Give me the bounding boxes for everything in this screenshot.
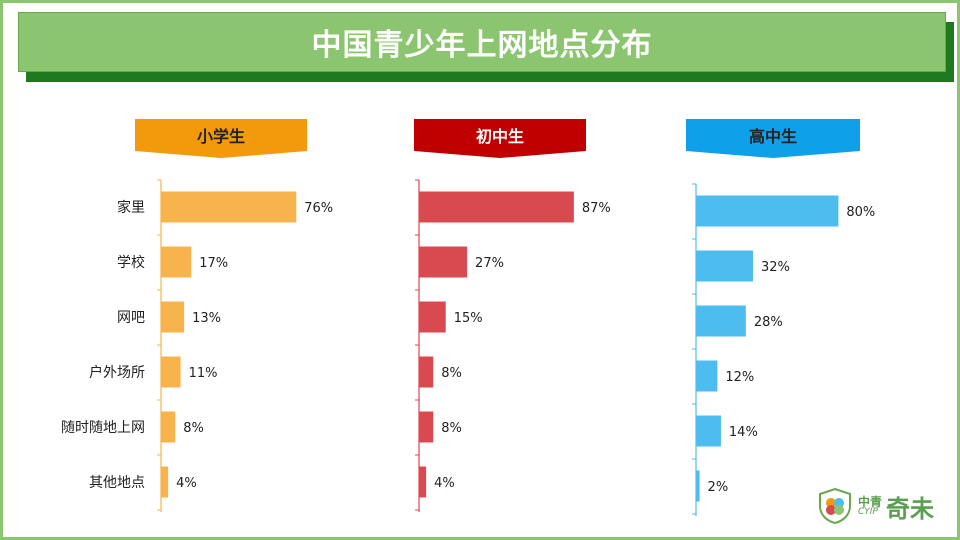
data-label: 4% [434, 476, 455, 491]
data-label: 76% [304, 201, 333, 216]
data-label: 87% [582, 201, 611, 216]
category-label: 其他地点 [89, 475, 145, 491]
category-label: 户外场所 [89, 364, 145, 381]
bar [696, 195, 839, 227]
bar [696, 470, 700, 502]
banner-primary-school-shape [135, 119, 307, 158]
banner-junior-high-label: 初中生 [475, 127, 524, 146]
bar [419, 356, 434, 388]
banner-junior-high-shape [414, 119, 586, 158]
data-label: 80% [846, 205, 875, 220]
bar [161, 246, 192, 278]
bar [161, 191, 297, 223]
data-label: 11% [189, 366, 218, 381]
data-label: 17% [199, 256, 228, 271]
banner-senior-high-label: 高中生 [748, 127, 797, 146]
bar [419, 191, 574, 223]
data-label: 15% [454, 311, 483, 326]
bar [696, 415, 721, 447]
category-label: 网吧 [117, 310, 145, 326]
data-label: 13% [192, 311, 221, 326]
banner-senior-high-shape [686, 119, 860, 158]
banner-primary-school-label: 小学生 [196, 127, 245, 146]
logo-big-text: 奇未 [886, 494, 935, 523]
data-label: 2% [708, 480, 729, 495]
bar [161, 356, 181, 388]
bar [419, 466, 427, 498]
data-label: 12% [725, 370, 754, 385]
logo-small-text: 中青 CYIP [858, 496, 882, 517]
bar [161, 411, 176, 443]
data-label: 14% [729, 425, 758, 440]
bar [696, 250, 753, 282]
data-label: 27% [475, 256, 504, 271]
banner-senior-high: 高中生 [686, 119, 860, 159]
bar [419, 246, 468, 278]
cyip-logo: 中青 CYIP 奇未 [818, 486, 942, 526]
category-label: 随时随地上网 [61, 420, 145, 436]
banner-junior-high: 初中生 [414, 119, 586, 159]
bar [419, 301, 446, 333]
data-label: 8% [183, 421, 204, 436]
banner-primary-school: 小学生 [135, 119, 307, 159]
bar [161, 301, 185, 333]
bar [419, 411, 434, 443]
bar [696, 360, 718, 392]
shield-logo-icon [819, 488, 851, 524]
logo-small-en: CYIP [858, 506, 878, 517]
slide-title: 中国青少年上网地点分布 [18, 12, 946, 72]
data-label: 4% [176, 476, 197, 491]
data-label: 8% [441, 421, 462, 436]
data-label: 32% [761, 260, 790, 275]
category-label: 学校 [117, 254, 145, 271]
category-label: 家里 [117, 199, 145, 216]
data-label: 28% [754, 315, 783, 330]
bar [696, 305, 746, 337]
bar [161, 466, 169, 498]
logo-small-cn: 中青 [858, 494, 883, 509]
data-label: 8% [441, 366, 462, 381]
